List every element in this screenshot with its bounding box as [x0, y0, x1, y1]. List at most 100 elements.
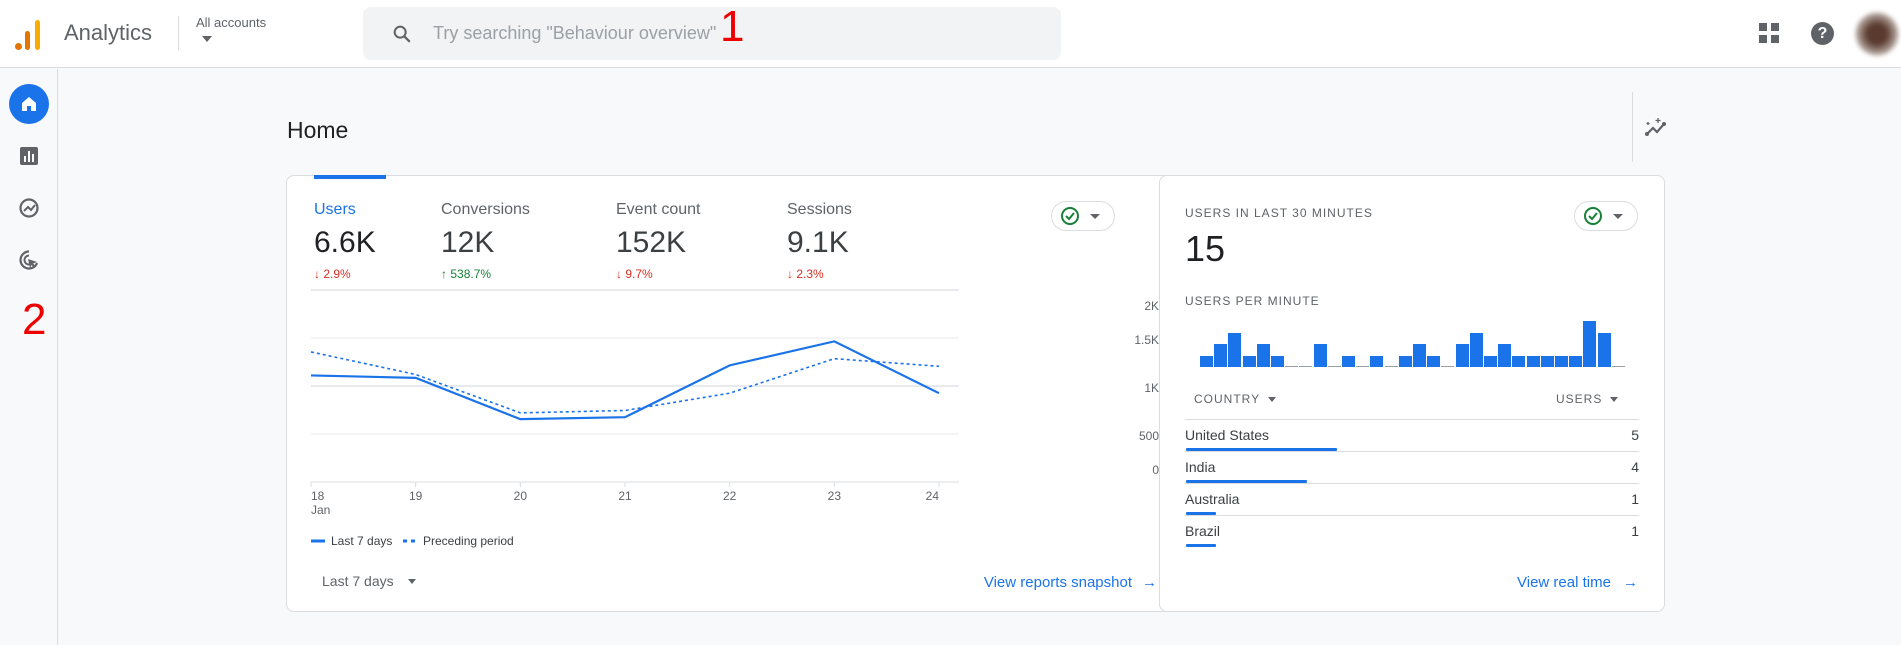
overview-card: Users 6.6K ↓ 2.9% Conversions 12K ↑ 538.7… [286, 175, 1176, 612]
share-bar [1186, 512, 1217, 515]
sidebar-item-advertising[interactable] [9, 240, 49, 280]
delta-value: 2.9% [323, 267, 351, 281]
arrow-up-icon: ↑ [441, 267, 447, 281]
user-count: 4 [1631, 459, 1639, 475]
top-bar: Analytics All accounts Try searching "Be… [0, 0, 1901, 68]
metric-label: Users [314, 201, 356, 218]
country-column-header[interactable]: Country [1194, 392, 1277, 406]
metric-delta: ↑ 538.7% [441, 267, 491, 281]
minute-bar [1427, 355, 1441, 367]
help-icon[interactable]: ? [1811, 22, 1834, 45]
column-label: Users [1556, 392, 1603, 406]
table-row[interactable]: United States 5 [1185, 419, 1639, 451]
table-row[interactable]: Australia 1 [1185, 483, 1639, 515]
country-name: Australia [1185, 491, 1240, 507]
user-count: 5 [1631, 427, 1639, 443]
compare-selector[interactable] [1051, 201, 1115, 231]
minute-bar [1583, 321, 1597, 367]
metric-label: Sessions [787, 201, 852, 218]
search-icon [393, 25, 411, 43]
metric-value: 12K [441, 226, 495, 259]
minute-bar [1214, 344, 1228, 367]
metric-delta: ↓ 2.9% [314, 267, 351, 281]
minute-bar [1342, 355, 1355, 367]
chevron-down-icon [1613, 213, 1623, 219]
delta-value: 538.7% [450, 267, 492, 281]
x-tick-label: 23 [828, 489, 842, 503]
minute-bar [1256, 344, 1270, 367]
sidebar-item-explore[interactable] [9, 188, 49, 228]
x-tick-label: 24 [926, 489, 940, 503]
y-tick-label: 1K [1144, 381, 1159, 395]
country-name: India [1185, 459, 1216, 475]
y-tick-label: 0 [1152, 463, 1159, 477]
metric-value: 9.1K [787, 226, 849, 259]
apps-grid-icon[interactable] [1758, 22, 1780, 44]
minute-bar [1555, 355, 1568, 367]
search-placeholder: Try searching "Behaviour overview" [433, 23, 717, 43]
minute-bar [1540, 355, 1554, 367]
active-tab-indicator [314, 175, 386, 179]
share-bar [1186, 544, 1217, 547]
annotation-2: 2 [22, 295, 47, 344]
minute-bar [1299, 366, 1313, 367]
target-cursor-icon [19, 250, 39, 270]
minute-bar [1484, 355, 1497, 367]
x-tick-label: 18 [311, 489, 325, 503]
link-label: View real time [1517, 574, 1611, 591]
share-bar [1186, 480, 1308, 483]
table-row[interactable]: Brazil 1 [1185, 515, 1639, 547]
chevron-down-icon [407, 578, 416, 584]
table-row[interactable]: India 4 [1185, 451, 1639, 483]
arrow-down-icon: ↓ [314, 267, 320, 281]
chevron-down-icon [202, 36, 212, 42]
minute-bar [1469, 332, 1483, 367]
view-real-time-link[interactable]: View real time → [1517, 574, 1638, 591]
user-count: 1 [1631, 523, 1639, 539]
chevron-down-icon [1610, 396, 1619, 402]
sidebar-item-reports[interactable] [9, 136, 49, 176]
insights-icon[interactable] [1644, 116, 1670, 138]
minute-bar [1370, 355, 1384, 367]
y-tick-label: 500 [1139, 429, 1159, 443]
minute-bar [1441, 366, 1455, 367]
realtime-title: Users in last 30 minutes [1185, 206, 1373, 220]
x-tick-label: 19 [409, 489, 423, 503]
minute-bar [1455, 344, 1469, 367]
delta-value: 2.3% [796, 267, 824, 281]
view-reports-snapshot-link[interactable]: View reports snapshot → [984, 574, 1157, 591]
user-count: 1 [1631, 491, 1639, 507]
divider [1632, 92, 1633, 162]
y-tick-label: 2K [1144, 299, 1159, 313]
minute-bar [1228, 332, 1242, 367]
avatar[interactable] [1855, 12, 1899, 56]
page-title: Home [287, 117, 349, 143]
bar-chart-icon [20, 147, 38, 165]
realtime-value: 15 [1185, 228, 1226, 269]
minute-bar [1285, 366, 1299, 367]
sidebar-item-home[interactable] [9, 84, 49, 124]
compare-selector[interactable] [1574, 201, 1638, 231]
users-column-header[interactable]: Users [1556, 392, 1619, 406]
y-tick-label: 1.5K [1134, 333, 1159, 347]
arrow-right-icon: → [1142, 574, 1157, 591]
divider [178, 16, 179, 50]
account-label: All accounts [196, 15, 267, 30]
period-selector[interactable]: Last 7 days [322, 573, 416, 589]
minute-bar [1569, 355, 1583, 367]
metric-value: 6.6K [314, 226, 376, 259]
account-selector[interactable]: All accounts [196, 15, 266, 42]
series-line-2 [310, 351, 940, 414]
legend-label: Preceding period [423, 534, 514, 548]
minute-bar [1498, 344, 1512, 367]
metric-value: 152K [616, 226, 687, 259]
arrow-down-icon: ↓ [787, 267, 793, 281]
annotation-1: 1 [720, 2, 745, 51]
users-per-minute-chart [1200, 310, 1626, 367]
analytics-logo[interactable] [14, 18, 44, 50]
search-input[interactable]: Try searching "Behaviour overview" [363, 7, 1061, 60]
check-circle-icon [1584, 207, 1602, 225]
sidebar [0, 69, 58, 645]
realtime-card [1159, 175, 1665, 612]
legend-label: Last 7 days [331, 534, 392, 548]
